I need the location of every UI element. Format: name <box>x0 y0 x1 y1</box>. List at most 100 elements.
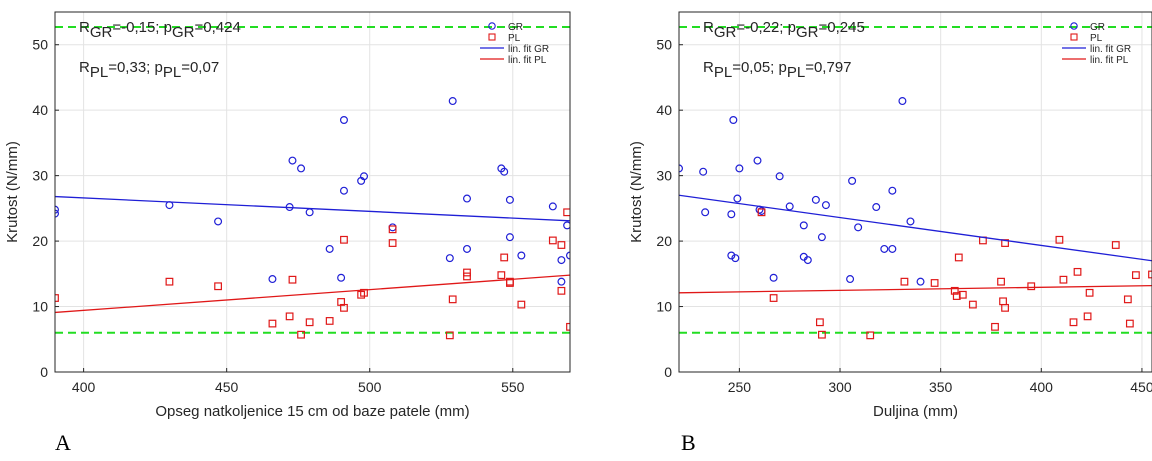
stat-part: R <box>79 59 90 76</box>
point-pl <box>297 330 305 339</box>
point-gr <box>769 273 778 282</box>
y-axis-label: Krutost (N/mm) <box>4 141 21 243</box>
point-gr <box>727 251 736 260</box>
plot-content <box>679 26 1152 340</box>
stat-subscript: GR <box>172 24 195 41</box>
point-gr <box>729 115 738 124</box>
point-gr <box>463 244 472 253</box>
point-pl <box>1073 267 1082 276</box>
point-pl <box>968 300 977 309</box>
point-gr <box>916 277 925 286</box>
point-gr <box>811 195 820 204</box>
legend-label: GR <box>508 22 523 33</box>
point-gr <box>557 256 566 265</box>
point-gr <box>500 167 509 176</box>
point-gr <box>325 244 334 253</box>
legend-label: GR <box>1090 22 1105 33</box>
point-gr <box>679 164 683 173</box>
y-tick-label: 20 <box>656 233 672 249</box>
point-pl <box>463 272 471 281</box>
point-gr <box>727 210 736 219</box>
axes-frame <box>678 11 1152 373</box>
point-pl <box>1125 319 1134 328</box>
panel-label: B <box>681 430 696 455</box>
point-gr <box>448 97 457 106</box>
point-pl <box>1055 235 1064 244</box>
point-pl <box>991 322 999 331</box>
point-gr <box>731 254 740 263</box>
y-axis-label: Krutost (N/mm) <box>628 141 645 243</box>
stat-subscript: PL <box>90 64 108 81</box>
point-gr <box>880 244 889 253</box>
x-axis-label: Duljina (mm) <box>873 403 958 420</box>
point-gr <box>753 156 762 165</box>
point-gr <box>699 167 708 176</box>
point-pl <box>305 318 314 327</box>
point-gr <box>268 275 277 284</box>
point-pl <box>566 322 570 331</box>
point-gr <box>214 217 223 226</box>
y-tick-label: 0 <box>664 364 672 380</box>
point-gr <box>337 273 346 282</box>
axes-frame <box>54 11 571 373</box>
stat-part: =0,05; p <box>732 59 787 76</box>
point-pl <box>563 208 570 217</box>
legend-square-symbol <box>1070 33 1078 41</box>
point-gr <box>360 172 369 181</box>
point-pl <box>757 208 766 217</box>
point-pl <box>1069 318 1078 327</box>
point-pl <box>818 330 826 339</box>
stat-subscript: GR <box>796 24 819 41</box>
stat-part: =0,33; p <box>108 59 163 76</box>
point-gr <box>872 203 881 212</box>
stat-part: R <box>703 19 714 36</box>
point-pl <box>340 235 348 244</box>
legend-label: lin. fit PL <box>508 55 547 66</box>
point-gr <box>854 223 863 232</box>
fit-line-lin-fit-gr <box>55 195 570 222</box>
point-pl <box>497 271 506 280</box>
point-pl <box>1085 288 1094 297</box>
point-pl <box>997 277 1005 286</box>
x-tick-label: 450 <box>215 379 239 395</box>
point-pl <box>214 282 222 291</box>
point-gr <box>848 176 857 185</box>
point-pl <box>930 279 939 287</box>
point-gr <box>821 201 830 210</box>
stat-part: =-0,15; p <box>112 19 172 36</box>
x-tick-label: 250 <box>728 379 752 395</box>
point-gr <box>906 217 915 226</box>
point-pl <box>1001 303 1009 312</box>
y-tick-label: 50 <box>656 37 672 53</box>
fit-line-lin-fit-pl <box>55 274 570 314</box>
point-pl <box>325 317 334 325</box>
point-pl <box>340 303 348 312</box>
y-tick-label: 0 <box>40 364 48 380</box>
legend-circle-symbol <box>488 22 496 30</box>
point-pl <box>815 318 824 327</box>
point-pl <box>288 275 297 284</box>
legend-label: PL <box>1090 33 1103 44</box>
point-pl <box>517 300 526 309</box>
point-gr <box>339 115 348 124</box>
point-gr <box>548 202 557 211</box>
x-tick-label: 500 <box>358 379 382 395</box>
point-gr <box>775 172 784 181</box>
stat-text: RPL=0,05; pPL=0,797 <box>703 59 852 81</box>
stat-subscript: GR <box>714 24 737 41</box>
y-tick-label: 10 <box>32 299 48 315</box>
point-gr <box>733 194 742 203</box>
point-pl <box>954 253 963 262</box>
legend-circle-symbol <box>1070 22 1078 30</box>
point-gr <box>505 195 514 204</box>
fit-line-lin-fit-pl <box>679 284 1152 294</box>
stat-part: =0,424 <box>194 19 240 36</box>
point-pl <box>557 241 566 249</box>
point-pl <box>1111 241 1120 249</box>
stat-subscript: GR <box>90 24 113 41</box>
